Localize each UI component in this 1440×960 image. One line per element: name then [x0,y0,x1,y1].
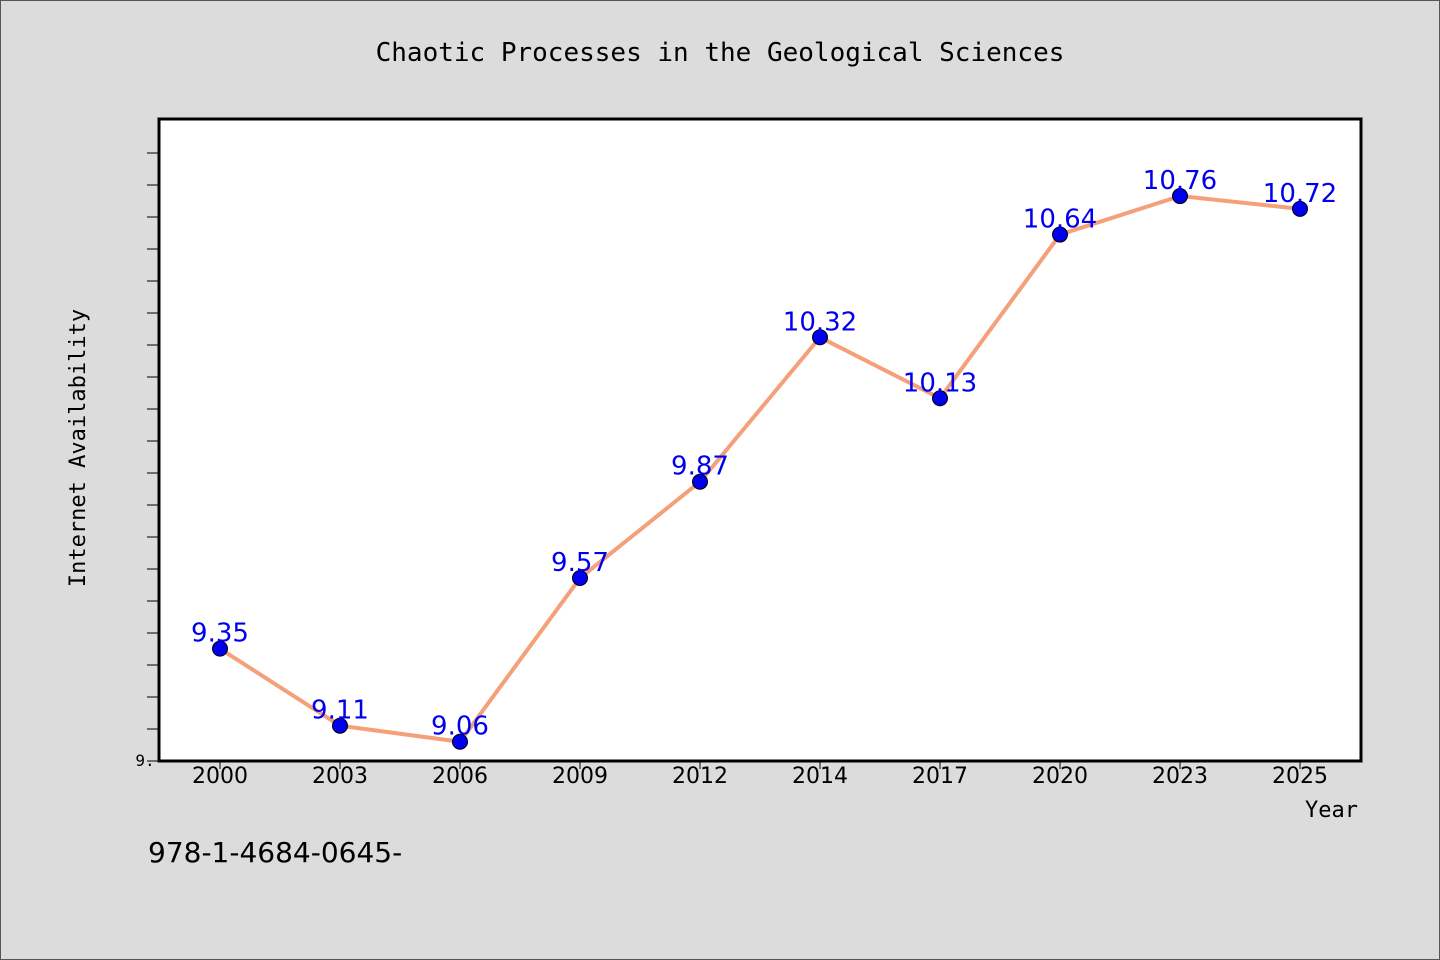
data-label: 9.06 [431,712,489,742]
x-tick-label: 2020 [1032,764,1088,789]
chart-title: Chaotic Processes in the Geological Scie… [376,38,1065,68]
plot-area [157,117,1363,763]
data-label: 9.11 [311,696,369,726]
data-label: 10.32 [783,307,857,337]
data-point [812,329,828,346]
data-point [572,570,588,587]
data-label: 9.57 [551,548,609,578]
y-tick-label: 9. [135,751,154,770]
x-tick-label: 2006 [432,764,488,789]
y-axis-label: Internet Availability [66,309,91,587]
x-tick-label: 2000 [192,764,248,789]
x-tick-label: 2023 [1152,764,1208,789]
x-tick-label: 2009 [552,764,608,789]
y-axis-ticks [147,152,159,762]
x-tick-label: 2025 [1272,764,1328,789]
data-markers [212,188,1308,750]
data-point [1172,188,1188,205]
data-label: 10.13 [903,368,977,398]
data-label: 10.76 [1143,166,1217,196]
isbn-text: 978-1-4684-0645- [148,836,402,869]
data-point [212,640,228,657]
x-axis-ticks: 2000 2003 2006 2009 2012 2014 2017 2020 2023 2025 [192,761,1328,789]
x-tick-label: 2003 [312,764,368,789]
x-tick-label: 2012 [672,764,728,789]
series-line [218,194,1301,744]
data-point [332,717,348,734]
data-label: 9.87 [671,452,729,482]
x-axis-label: Year [1305,798,1358,823]
data-point [1052,226,1068,243]
data-point [932,390,948,407]
data-label: 9.35 [191,619,249,649]
x-tick-label: 2017 [912,764,968,789]
data-point [452,733,468,750]
data-label: 10.72 [1263,179,1337,209]
data-label: 10.64 [1023,205,1097,235]
data-point [1292,200,1308,217]
x-tick-label: 2014 [792,764,848,789]
data-labels: 9.35 9.11 9.06 9.57 9.87 10.32 10.13 10.64 10.76… [191,166,1337,742]
data-point [692,473,708,490]
